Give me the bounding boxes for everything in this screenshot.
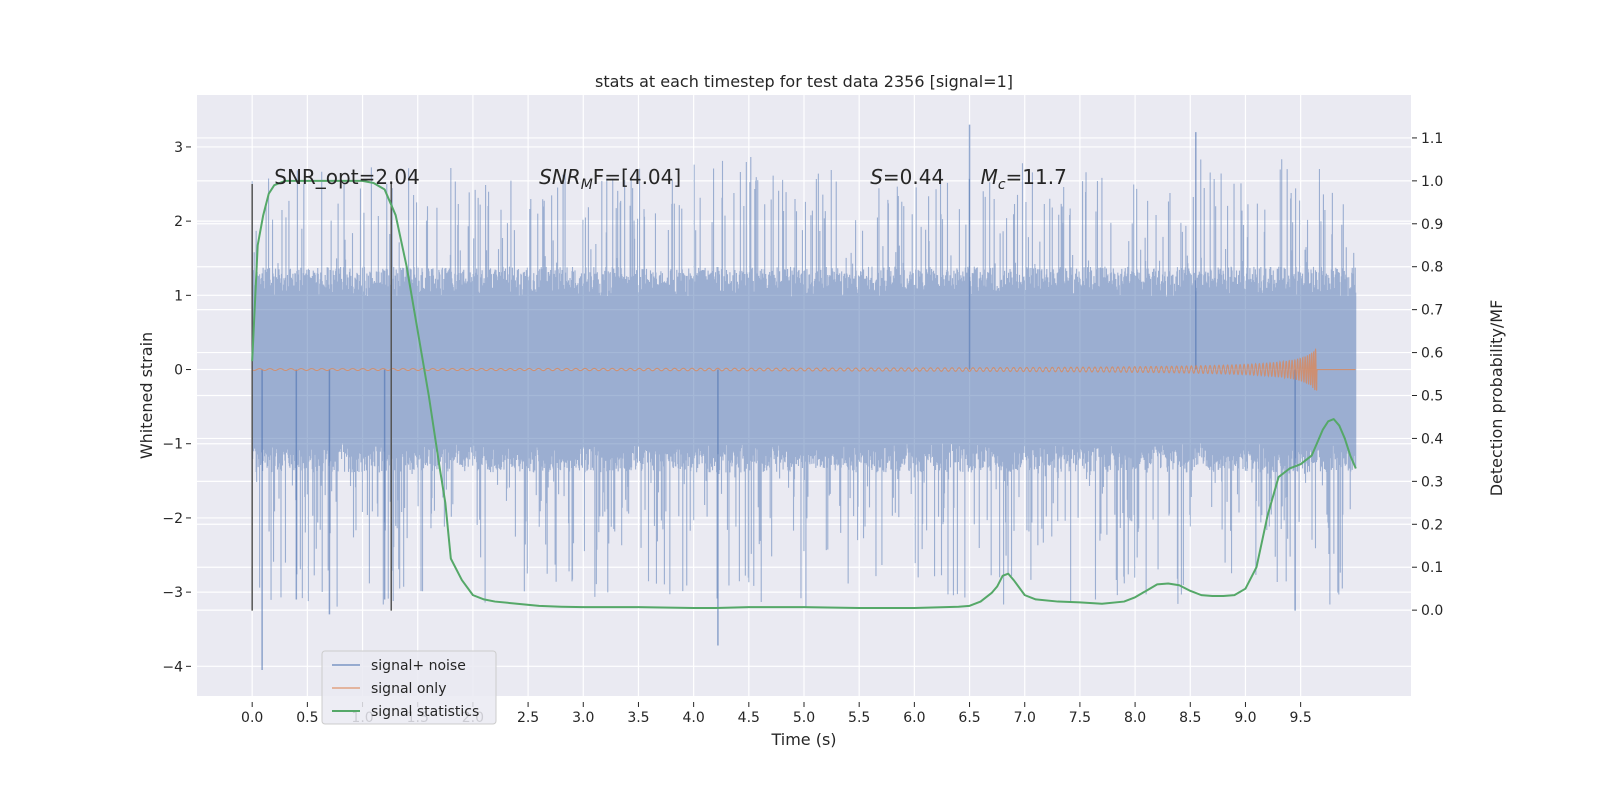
x-tick-label-17: 8.5 [1179,710,1201,726]
yl-tick-label-4: −1 [162,437,183,453]
yl-tick-label-1: 2 [174,214,183,230]
annotation-1: SNRMF=[4.04] [539,165,681,193]
x-tick-label-9: 4.5 [738,710,760,726]
x-axis-label: Time (s) [770,730,836,749]
yr-tick-label-6: 0.5 [1421,389,1443,405]
annotation-1-main: SNR [539,165,581,189]
x-tick-label-16: 8.0 [1124,710,1146,726]
annotation-1-rest: F=[4.04] [593,165,681,189]
annotation-3-rest: =11.7 [1006,165,1067,189]
x-tick-label-10: 5.0 [793,710,815,726]
y-axis-label-right: Detection probability/MF [1487,300,1506,497]
yl-tick-label-7: −4 [162,659,183,675]
yr-tick-label-1: 1.0 [1421,174,1443,190]
yl-tick-label-3: 0 [174,363,183,379]
yr-tick-label-0: 1.1 [1421,131,1443,147]
chart-title: stats at each timestep for test data 235… [595,72,1013,91]
annotations: SNR_opt=2.04 SNRMF=[4.04] S=0.44 Mc=11.7 [274,165,1067,193]
x-tick-label-19: 9.5 [1290,710,1312,726]
x-tick-label-5: 2.5 [517,710,539,726]
chirp-path [251,348,1356,391]
series-signal-statistics [251,179,1357,609]
yr-tick-label-3: 0.8 [1421,260,1443,276]
yl-tick-label-5: −2 [162,511,183,527]
legend-label-signal-plus-noise: signal+ noise [371,658,466,674]
x-tick-label-8: 4.0 [683,710,705,726]
annotation-3-main: M [981,165,998,189]
yl-tick-label-0: 3 [174,140,183,156]
x-tick-label-12: 6.0 [903,710,925,726]
x-tick-label-15: 7.5 [1069,710,1091,726]
x-tick-label-14: 7.0 [1014,710,1036,726]
yr-tick-label-8: 0.3 [1421,474,1443,490]
x-tick-label-13: 6.5 [958,710,980,726]
annotation-1-sub: M [581,177,593,193]
x-tick-label-11: 5.5 [848,710,870,726]
x-tick-label-18: 9.0 [1234,710,1256,726]
statistics-line [251,179,1357,609]
axis-ticks: 0.00.51.01.52.02.53.03.54.04.55.05.56.06… [162,131,1443,726]
yr-tick-label-4: 0.7 [1421,303,1443,319]
yl-tick-label-6: −3 [162,585,183,601]
legend: signal+ noise signal only signal statist… [321,650,497,725]
x-tick-label-6: 3.0 [572,710,594,726]
annotation-0: SNR_opt=2.04 [274,165,420,189]
yr-tick-label-9: 0.2 [1421,517,1443,533]
yr-tick-label-7: 0.4 [1421,431,1443,447]
y-axis-label-left: Whitened strain [137,332,156,459]
yr-tick-label-5: 0.6 [1421,346,1443,362]
yr-tick-label-11: 0.0 [1421,603,1443,619]
legend-label-signal-statistics: signal statistics [371,704,479,720]
annotation-3-sub: c [998,177,1006,193]
yr-tick-label-10: 0.1 [1421,560,1443,576]
annotation-3: Mc=11.7 [981,165,1067,193]
vertical-markers [251,184,392,611]
series-signal-only [251,348,1356,391]
yl-tick-label-2: 1 [174,288,183,304]
legend-box [321,650,497,725]
x-tick-label-1: 0.5 [296,710,318,726]
annotation-2: S=0.44 [870,165,944,189]
x-tick-label-0: 0.0 [241,710,263,726]
annotation-2-rest: =0.44 [883,165,944,189]
legend-label-signal-only: signal only [371,681,446,697]
annotation-2-main: S [870,165,883,189]
yr-tick-label-2: 0.9 [1421,217,1443,233]
x-tick-label-7: 3.5 [627,710,649,726]
